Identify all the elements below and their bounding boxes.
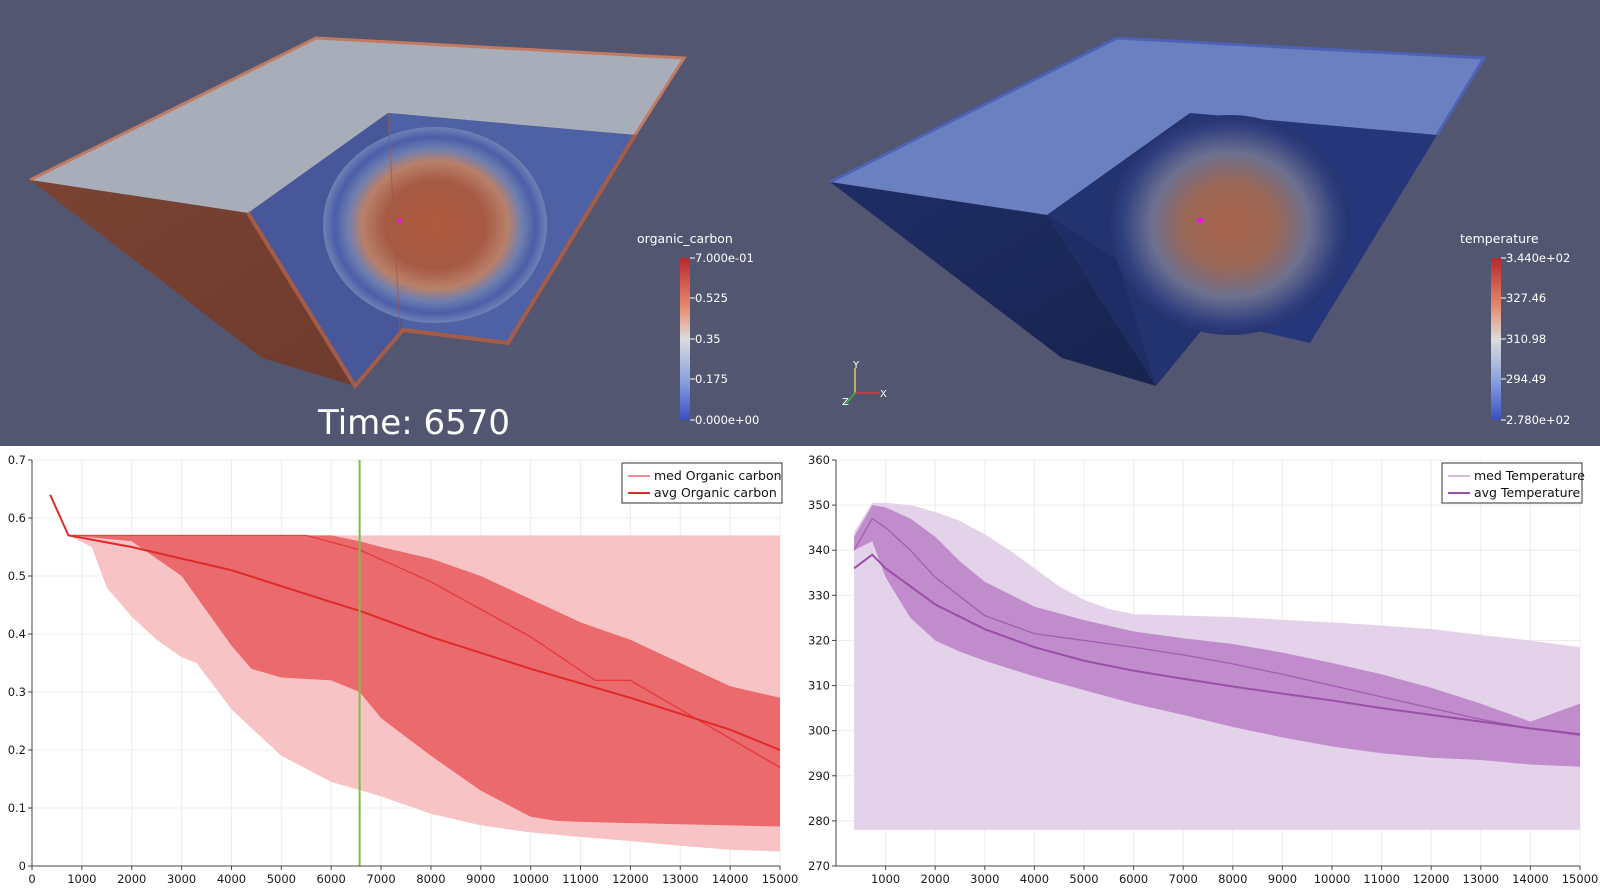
median-line xyxy=(853,517,1581,736)
colorbar-title: temperature xyxy=(1460,231,1539,246)
x-tick-label: 7000 xyxy=(366,872,395,886)
colorbar-tick-label: 0.525 xyxy=(695,291,728,305)
x-tick-label: 5000 xyxy=(1069,872,1098,886)
avg-line xyxy=(853,553,1581,736)
legend-box xyxy=(1441,462,1583,504)
y-tick-label: 360 xyxy=(808,453,830,467)
orientation-axes: Y X Z xyxy=(842,360,887,408)
y-tick-label: 280 xyxy=(808,814,830,828)
temperature-colorbar: temperature 3.440e+02 327.46 310.98 294.… xyxy=(1460,231,1570,427)
x-tick-label: 1000 xyxy=(871,872,900,886)
render-area: Time: 6570 organic_carbon 7.000e-01 0.52… xyxy=(0,0,1600,446)
x-tick-label: 10000 xyxy=(512,872,549,886)
x-tick-label: 10000 xyxy=(1314,872,1351,886)
y-tick-label: 0.1 xyxy=(8,801,26,815)
x-tick-label: 13000 xyxy=(662,872,699,886)
colorbar-gradient xyxy=(680,258,690,420)
y-tick-label: 0 xyxy=(19,859,26,873)
colorbar-tick-label: 294.49 xyxy=(1506,372,1546,386)
temperature-chart[interactable]: 270 280 290 300 310 320 330 340 350 360 1000 2000 30… xyxy=(800,446,1600,896)
colorbar-ticks xyxy=(690,257,695,421)
x-tick-label: 14000 xyxy=(1512,872,1549,886)
x-tick-label: 2000 xyxy=(117,872,146,886)
x-tick-label: 13000 xyxy=(1463,872,1500,886)
x-tick-label: 6000 xyxy=(317,872,346,886)
legend: med Temperature avg Temperature xyxy=(1441,462,1585,504)
colorbar-ticks xyxy=(1501,257,1506,421)
legend-box xyxy=(621,462,783,504)
y-tick-label: 300 xyxy=(808,724,830,738)
y-tick-label: 0.6 xyxy=(8,511,26,525)
x-tick-label: 15000 xyxy=(762,872,799,886)
y-tick-label: 270 xyxy=(808,859,830,873)
x-tick-label: 9000 xyxy=(1268,872,1297,886)
legend-label: med Organic carbon xyxy=(654,468,782,483)
x-tick-label: 6000 xyxy=(1119,872,1148,886)
colorbar-tick-label: 327.46 xyxy=(1506,291,1546,305)
y-tick-label: 320 xyxy=(808,633,830,647)
y-tick-label: 0.5 xyxy=(8,569,26,583)
y-tick-label: 350 xyxy=(808,498,830,512)
y-tick-label: 0.7 xyxy=(8,453,26,467)
y-tick-label: 0.2 xyxy=(8,743,26,757)
y-tick-label: 340 xyxy=(808,543,830,557)
colorbar-tick-label: 2.780e+02 xyxy=(1506,413,1570,427)
x-tick-label: 9000 xyxy=(466,872,495,886)
x-tick-label: 12000 xyxy=(612,872,649,886)
legend: med Organic carbon avg Organic carbon xyxy=(621,462,783,504)
x-tick-label: 12000 xyxy=(1413,872,1450,886)
organic-carbon-colorbar: organic_carbon 7.000e-01 0.525 0.35 0.17… xyxy=(637,231,759,427)
colorbar-tick-label: 310.98 xyxy=(1506,332,1546,346)
x-tick-label: 11000 xyxy=(1363,872,1400,886)
y-tick-label: 310 xyxy=(808,679,830,693)
time-label: Time: 6570 xyxy=(317,403,510,443)
y-tick-label: 290 xyxy=(808,769,830,783)
x-tick-label: 11000 xyxy=(562,872,599,886)
axis-y-label: Y xyxy=(852,360,860,371)
x-tick-label: 4000 xyxy=(1020,872,1049,886)
colorbar-tick-label: 0.000e+00 xyxy=(695,413,759,427)
x-tick-label: 8000 xyxy=(1218,872,1247,886)
y-tick-label: 0.3 xyxy=(8,685,26,699)
axis-z-label: Z xyxy=(842,397,849,408)
temperature-volume[interactable] xyxy=(829,36,1487,386)
colorbar-tick-label: 0.35 xyxy=(695,332,721,346)
x-tick-label: 3000 xyxy=(167,872,196,886)
colorbar-tick-label: 0.175 xyxy=(695,372,728,386)
legend-label: med Temperature xyxy=(1474,468,1585,483)
x-tick-label: 0 xyxy=(28,872,35,886)
chart-area: 0 0.1 0.2 0.3 0.4 0.5 0.6 0.7 0 1000 2000 3000 4000 5… xyxy=(0,446,1600,896)
x-tick-label: 3000 xyxy=(970,872,999,886)
range-band-inner xyxy=(68,535,781,827)
x-tick-label: 14000 xyxy=(712,872,749,886)
x-tick-label: 5000 xyxy=(267,872,296,886)
colorbar-title: organic_carbon xyxy=(637,231,733,246)
median-line xyxy=(68,534,781,768)
x-tick-label: 8000 xyxy=(416,872,445,886)
legend-label: avg Temperature xyxy=(1474,485,1580,500)
x-tick-label: 2000 xyxy=(921,872,950,886)
y-tick-label: 330 xyxy=(808,588,830,602)
legend-label: avg Organic carbon xyxy=(654,485,777,500)
colorbar-gradient xyxy=(1491,258,1501,420)
x-tick-label: 4000 xyxy=(217,872,246,886)
x-tick-label: 7000 xyxy=(1169,872,1198,886)
x-tick-label: 1000 xyxy=(67,872,96,886)
y-tick-label: 0.4 xyxy=(8,627,26,641)
colorbar-tick-label: 3.440e+02 xyxy=(1506,251,1570,265)
x-tick-label: 15000 xyxy=(1562,872,1599,886)
organic-carbon-volume[interactable] xyxy=(29,36,687,390)
colorbar-tick-label: 7.000e-01 xyxy=(695,251,754,265)
axis-x-label: X xyxy=(880,389,887,400)
organic-carbon-chart[interactable]: 0 0.1 0.2 0.3 0.4 0.5 0.6 0.7 0 1000 2000 3000 4000 5… xyxy=(0,446,800,896)
